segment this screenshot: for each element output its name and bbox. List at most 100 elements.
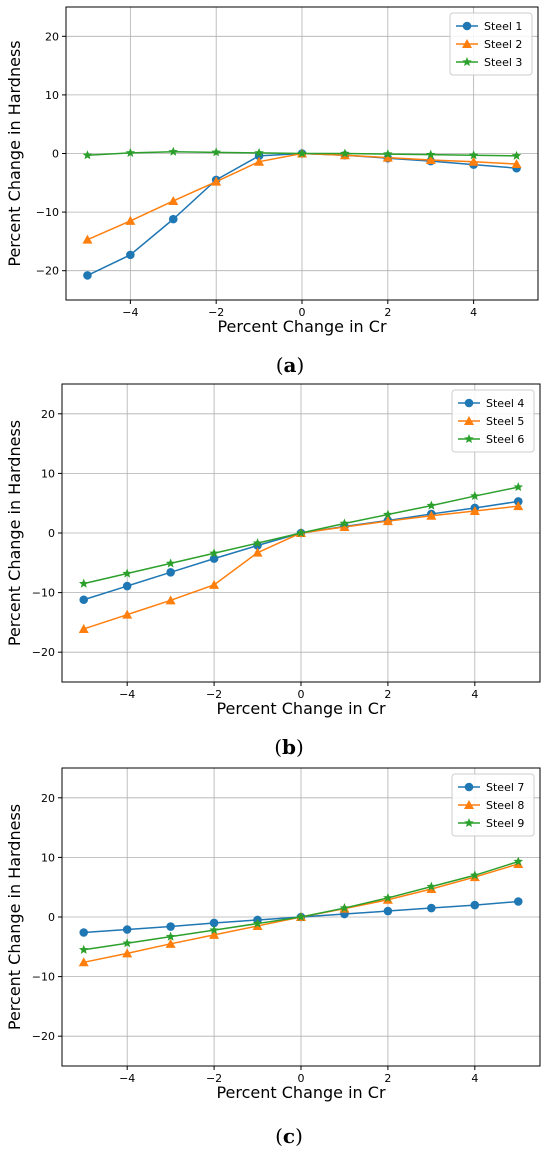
data-point — [168, 195, 179, 205]
data-point — [426, 881, 437, 891]
y-tick-label: 10 — [41, 467, 55, 480]
legend-marker — [464, 782, 474, 792]
legend-box — [451, 773, 535, 837]
data-point — [165, 931, 176, 941]
y-tick-label: 0 — [52, 148, 59, 161]
data-point — [78, 944, 89, 954]
data-point — [296, 528, 306, 538]
data-point — [122, 581, 132, 591]
x-tick-label: 2 — [384, 306, 391, 319]
x-tick-label: −4 — [119, 688, 135, 701]
data-point — [383, 906, 393, 916]
data-point — [468, 156, 479, 166]
data-point — [209, 925, 219, 935]
x-tick-label: 0 — [299, 306, 306, 319]
data-point — [168, 214, 178, 224]
data-point — [125, 215, 136, 225]
data-point — [426, 510, 437, 520]
data-point — [426, 500, 437, 510]
x-tick-label: −2 — [208, 306, 224, 319]
y-tick-label: 20 — [41, 408, 55, 421]
x-tick-label: −4 — [122, 306, 138, 319]
y-tick-label: −10 — [32, 587, 55, 600]
data-point — [382, 152, 393, 162]
data-point — [254, 156, 265, 166]
series-steel-9 — [78, 856, 524, 954]
legend-entry: Steel 2 — [484, 38, 522, 51]
legend-entry: Steel 5 — [486, 415, 524, 428]
data-point — [339, 522, 350, 532]
data-point — [125, 147, 136, 157]
data-point — [513, 482, 524, 492]
legend-entry: Steel 9 — [486, 817, 524, 830]
legend-entry: Steel 8 — [486, 799, 524, 812]
data-point — [470, 870, 480, 880]
data-point — [82, 150, 93, 160]
data-point — [340, 148, 350, 158]
y-tick-label: −10 — [32, 971, 55, 984]
data-point — [254, 147, 264, 157]
y-axis-label: Percent Change in Hardness — [5, 420, 24, 646]
data-point — [126, 250, 135, 260]
data-point — [252, 538, 263, 548]
data-point — [79, 928, 89, 937]
data-point — [209, 929, 220, 939]
data-point — [339, 903, 350, 913]
legend-entry: Steel 7 — [486, 781, 524, 794]
data-point — [383, 509, 393, 519]
x-tick-label: −2 — [206, 1072, 222, 1085]
data-point — [209, 918, 219, 928]
x-tick-label: 0 — [298, 1072, 305, 1085]
y-tick-label: 10 — [45, 89, 59, 102]
y-tick-label: −20 — [32, 646, 55, 659]
data-point — [79, 595, 89, 605]
legend: Steel 4 Steel 5 Steel 6 — [451, 389, 535, 453]
legend-marker — [464, 416, 474, 425]
y-tick-label: −20 — [32, 1030, 55, 1043]
legend-marker — [462, 21, 472, 31]
y-tick-label: −10 — [36, 206, 59, 219]
x-tick-label: −2 — [206, 688, 222, 701]
series-steel-6 — [78, 482, 524, 588]
data-point — [122, 568, 132, 578]
data-point — [165, 595, 176, 605]
data-point — [297, 148, 307, 158]
data-point — [513, 897, 523, 906]
legend: Steel 1 Steel 2 Steel 3 — [449, 12, 533, 76]
data-point — [209, 548, 219, 558]
legend-box — [451, 389, 535, 453]
data-point — [209, 579, 220, 589]
data-point — [296, 912, 306, 922]
data-point — [82, 234, 93, 244]
data-point — [168, 146, 179, 156]
legend-box — [449, 12, 533, 76]
data-point — [122, 925, 132, 934]
data-point — [254, 151, 264, 161]
data-point — [122, 948, 133, 958]
data-point — [122, 609, 133, 619]
data-point — [511, 159, 522, 169]
legend: Steel 7 Steel 8 Steel 9 — [451, 773, 535, 837]
legend-marker — [464, 398, 474, 408]
legend-marker — [464, 818, 474, 828]
x-tick-label: 0 — [298, 688, 305, 701]
x-axis-label: Percent Change in Cr — [216, 1083, 385, 1102]
data-point — [425, 149, 436, 159]
x-axis-label: Percent Change in Cr — [216, 699, 385, 718]
data-point — [252, 918, 263, 928]
data-point — [122, 938, 132, 948]
y-tick-label: −20 — [36, 265, 59, 278]
data-point — [425, 154, 436, 164]
data-point — [166, 568, 175, 577]
data-point — [165, 558, 176, 568]
data-point — [383, 149, 393, 159]
data-point — [78, 957, 89, 967]
data-point — [211, 147, 221, 157]
panel-label: (a) — [276, 353, 305, 377]
legend-entry: Steel 3 — [484, 56, 522, 69]
data-point — [383, 892, 393, 902]
x-tick-label: −4 — [119, 1072, 135, 1085]
series-steel-3 — [82, 146, 522, 160]
legend-entry: Steel 6 — [486, 433, 524, 446]
